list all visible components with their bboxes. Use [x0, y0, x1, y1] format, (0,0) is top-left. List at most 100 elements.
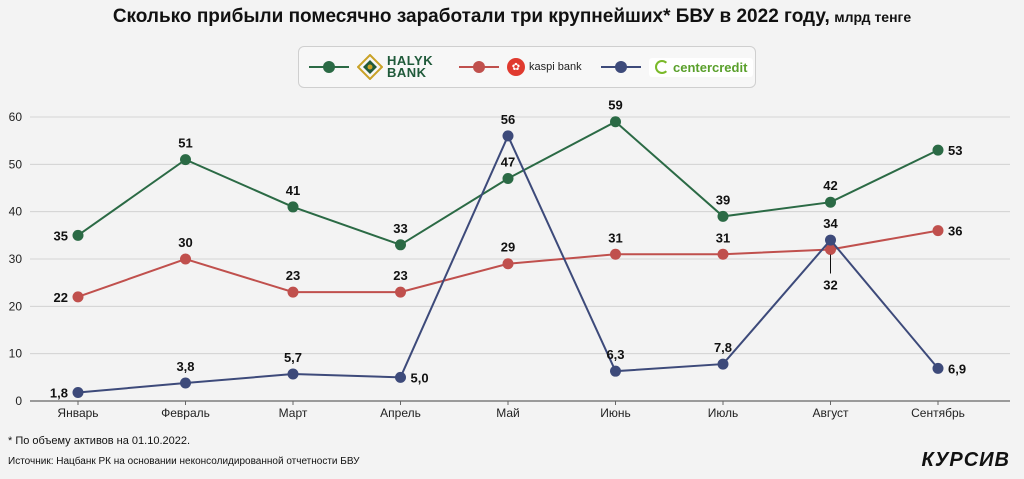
y-tick-label: 40: [9, 205, 23, 219]
y-tick-label: 50: [9, 157, 23, 171]
data-point-halyk: [932, 144, 944, 156]
data-label-centercredit: 5,7: [284, 350, 302, 365]
data-label-halyk: 42: [823, 178, 837, 193]
x-tick-label: Январь: [57, 406, 98, 420]
kaspi-logo-icon: ✿: [507, 58, 525, 76]
series-kaspi: 22 30 23 23 29 31 31 32 36: [54, 224, 963, 305]
data-point-centercredit: [610, 365, 621, 377]
data-point-halyk: [502, 173, 514, 185]
data-point-halyk: [72, 229, 84, 241]
legend-line-centercredit: [601, 61, 641, 73]
centercredit-text: centercredit: [673, 59, 748, 75]
data-label-centercredit: 1,8: [50, 385, 68, 400]
data-point-halyk: [287, 201, 299, 213]
data-label-kaspi: 29: [501, 240, 515, 255]
data-point-halyk: [825, 196, 836, 208]
y-axis-ticks: 0 10 20 30 40 50 60: [9, 110, 23, 408]
data-point-centercredit: [932, 362, 944, 374]
centercredit-brand: centercredit: [649, 57, 754, 77]
chart-legend: HALYK BANK ✿ kaspi bank centercredit: [298, 46, 756, 88]
x-axis-ticks: Январь Февраль Март Апрель Май Июнь Июль Август…: [57, 401, 965, 420]
data-point-kaspi: [502, 258, 514, 270]
legend-dot-kaspi: [473, 61, 485, 73]
x-tick-label: Август: [812, 406, 849, 420]
data-point-halyk: [180, 154, 191, 166]
data-label-halyk: 41: [286, 183, 300, 198]
data-label-centercredit: 56: [501, 112, 515, 127]
data-point-halyk: [610, 116, 621, 128]
data-label-centercredit: 7,8: [714, 340, 732, 355]
data-label-kaspi: 32: [823, 278, 837, 293]
kursiv-logo: КУРСИВ: [921, 449, 1010, 471]
halyk-brand: HALYK BANK: [357, 54, 433, 80]
data-point-centercredit: [502, 130, 514, 142]
data-label-kaspi: 23: [393, 268, 407, 283]
x-tick-label: Май: [496, 406, 520, 420]
data-label-kaspi: 31: [716, 230, 730, 245]
data-label-halyk: 51: [178, 136, 192, 151]
x-tick-label: Март: [279, 406, 308, 420]
data-point-kaspi: [287, 286, 299, 298]
halyk-text-line2: BANK: [387, 65, 427, 80]
data-point-kaspi: [72, 291, 84, 303]
data-point-kaspi: [717, 248, 729, 260]
chart-series: 35 51 41 33 47 59 39 42 53 22 30 23 23 29 31 31 32 36 1,8 3…: [50, 98, 966, 401]
kaspi-text: kaspi bank: [529, 61, 582, 73]
series-centercredit: 1,8 3,8 5,7 5,0 56 6,3 7,8 34 6,9: [50, 112, 966, 401]
data-point-kaspi: [932, 225, 944, 237]
data-label-centercredit: 6,9: [948, 361, 966, 376]
data-point-kaspi: [395, 286, 406, 298]
data-label-kaspi: 23: [286, 268, 300, 283]
footnote: * По объему активов на 01.10.2022.: [8, 435, 191, 447]
data-point-centercredit: [180, 377, 191, 389]
data-point-kaspi: [180, 253, 191, 265]
data-point-kaspi: [610, 248, 621, 260]
data-point-centercredit: [825, 234, 836, 246]
kaspi-brand: ✿ kaspi bank: [507, 58, 582, 76]
source-note: Источник: Нацбанк РК на основании неконс…: [8, 456, 360, 467]
legend-line-halyk: [309, 61, 349, 73]
y-tick-label: 0: [15, 394, 22, 408]
x-tick-label: Июль: [708, 406, 739, 420]
data-label-centercredit: 34: [823, 216, 838, 231]
data-label-halyk: 53: [948, 143, 962, 158]
data-label-centercredit: 3,8: [176, 359, 194, 374]
data-label-kaspi: 36: [948, 224, 962, 239]
data-label-centercredit: 5,0: [411, 370, 429, 385]
legend-dot-halyk: [323, 61, 335, 73]
centercredit-logo-icon: [655, 60, 669, 74]
data-label-halyk: 59: [608, 98, 622, 113]
legend-item-centercredit: centercredit: [601, 47, 754, 87]
legend-item-halyk: HALYK BANK: [309, 47, 433, 87]
data-label-kaspi: 22: [54, 290, 68, 305]
data-point-kaspi: [825, 244, 836, 256]
data-point-centercredit: [72, 386, 84, 398]
y-tick-label: 10: [9, 347, 23, 361]
data-point-centercredit: [287, 368, 299, 380]
series-halyk: 35 51 41 33 47 59 39 42 53: [54, 98, 962, 251]
halyk-text-line1: HALYK: [387, 53, 434, 68]
data-point-halyk: [717, 210, 729, 222]
y-tick-label: 30: [9, 252, 23, 266]
legend-dot-centercredit: [615, 61, 627, 73]
chart-title-unit: млрд тенге: [834, 9, 912, 25]
y-tick-label: 60: [9, 110, 23, 124]
legend-item-kaspi: ✿ kaspi bank: [459, 47, 582, 87]
data-label-halyk: 33: [393, 221, 407, 236]
y-tick-label: 20: [9, 299, 23, 313]
chart-title: Сколько прибыли помесячно заработали три…: [0, 6, 1024, 28]
chart-title-main: Сколько прибыли помесячно заработали три…: [112, 6, 830, 27]
data-label-kaspi: 30: [178, 235, 192, 250]
line-chart: 0 10 20 30 40 50 60 Январь Февраль Март Апрель Май…: [9, 98, 1010, 420]
x-tick-label: Сентябрь: [911, 406, 965, 420]
data-label-halyk: 39: [716, 192, 730, 207]
data-label-centercredit: 6,3: [606, 347, 624, 362]
halyk-logo-icon: [357, 54, 383, 80]
legend-line-kaspi: [459, 61, 499, 73]
data-point-centercredit: [395, 371, 406, 383]
data-label-kaspi: 31: [608, 230, 622, 245]
x-tick-label: Апрель: [380, 406, 421, 420]
data-point-centercredit: [717, 358, 729, 370]
data-label-halyk: 35: [54, 228, 68, 243]
x-tick-label: Февраль: [161, 406, 210, 420]
